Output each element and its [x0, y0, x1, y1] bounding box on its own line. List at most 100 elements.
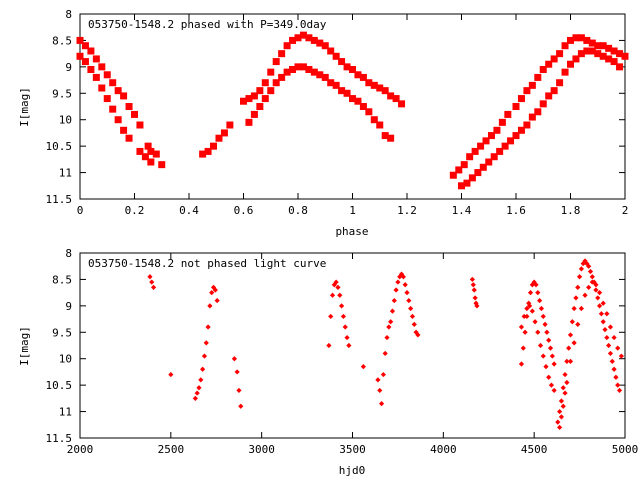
data-point [558, 414, 565, 420]
plot-frame [79, 252, 626, 439]
data-point [522, 329, 528, 335]
data-point [198, 377, 204, 383]
x-tick-label: 1.2 [397, 204, 417, 217]
data-point [294, 34, 302, 42]
data-point [199, 150, 207, 158]
data-point [576, 274, 583, 280]
data-point [328, 313, 334, 320]
data-point [477, 142, 485, 150]
data-point [278, 50, 286, 58]
y-tick-label: 10.5 [46, 379, 73, 392]
data-point [131, 110, 138, 118]
x-tick-label: 3500 [339, 443, 366, 456]
data-point [120, 126, 128, 134]
data-point [545, 60, 553, 68]
data-point [600, 300, 606, 306]
data-point [204, 147, 212, 155]
data-point [103, 71, 111, 79]
data-point [470, 282, 476, 288]
data-point [332, 52, 340, 60]
data-point [471, 147, 479, 155]
data-point [490, 153, 498, 161]
data-point [220, 129, 228, 137]
data-point [76, 36, 84, 44]
data-point [338, 87, 346, 95]
y-tick-label: 8 [65, 247, 72, 260]
data-point [81, 42, 89, 50]
data-point [607, 350, 614, 357]
data-point [203, 340, 209, 346]
data-point [539, 100, 547, 108]
y-tick-label: 9 [65, 61, 72, 74]
data-point [109, 79, 117, 87]
data-point [340, 313, 347, 320]
data-point [214, 297, 220, 304]
x-tick-label: 0.6 [234, 204, 254, 217]
data-point [560, 403, 566, 409]
data-point [409, 313, 416, 320]
data-point [572, 34, 580, 42]
data-point [517, 95, 525, 103]
data-point [458, 182, 465, 190]
data-point [577, 50, 585, 58]
data-point [523, 87, 531, 95]
data-point [327, 79, 335, 87]
data-point [545, 92, 553, 100]
data-point [507, 137, 515, 145]
data-point [236, 387, 242, 394]
data-point [589, 274, 595, 280]
data-point [566, 345, 572, 351]
data-point [338, 58, 346, 66]
data-point [388, 319, 394, 325]
data-point [616, 387, 623, 394]
data-point [267, 87, 275, 95]
data-point [587, 268, 594, 275]
y-axis-label: I[mag] [18, 326, 31, 366]
y-ticks: 8 8.5 9 9.5 10 10.5 11 11.5 [46, 8, 625, 206]
data-point [593, 287, 599, 293]
data-point [125, 134, 133, 142]
data-point [210, 284, 217, 290]
data-point [543, 364, 549, 370]
data-point [524, 305, 530, 312]
data-point [555, 419, 561, 425]
data-point [344, 334, 350, 341]
data-point [404, 290, 410, 296]
data-point [547, 345, 554, 351]
data-point [327, 47, 335, 55]
data-point [551, 387, 557, 394]
data-point [504, 110, 512, 118]
data-point [594, 50, 602, 58]
y-tick-label: 11 [59, 167, 72, 180]
data-point [611, 334, 617, 341]
data-point [389, 308, 396, 314]
data-point [370, 81, 378, 89]
data-point [200, 366, 206, 372]
data-point [524, 313, 530, 320]
data-point [310, 68, 318, 76]
y-tick-label: 9 [65, 300, 72, 313]
x-tick-label: 2000 [67, 443, 94, 456]
data-point [588, 47, 596, 55]
data-point [529, 282, 535, 288]
data-point [278, 73, 286, 81]
data-point [621, 52, 629, 60]
data-point [518, 361, 525, 367]
data-point [136, 147, 144, 155]
data-point [534, 108, 542, 116]
data-point [474, 303, 480, 309]
data-point [283, 42, 291, 50]
data-point [250, 92, 258, 100]
data-point [521, 313, 527, 320]
data-point [496, 147, 504, 155]
data-point [582, 258, 588, 264]
data-point [610, 47, 618, 55]
data-point [335, 284, 341, 290]
data-point [604, 311, 610, 317]
data-point [387, 92, 395, 100]
y-ticks: 8 8.5 9 9.5 10 10.5 11 11.5 [46, 247, 625, 445]
data-point [527, 303, 533, 309]
data-point [567, 36, 574, 44]
data-point [378, 401, 385, 407]
